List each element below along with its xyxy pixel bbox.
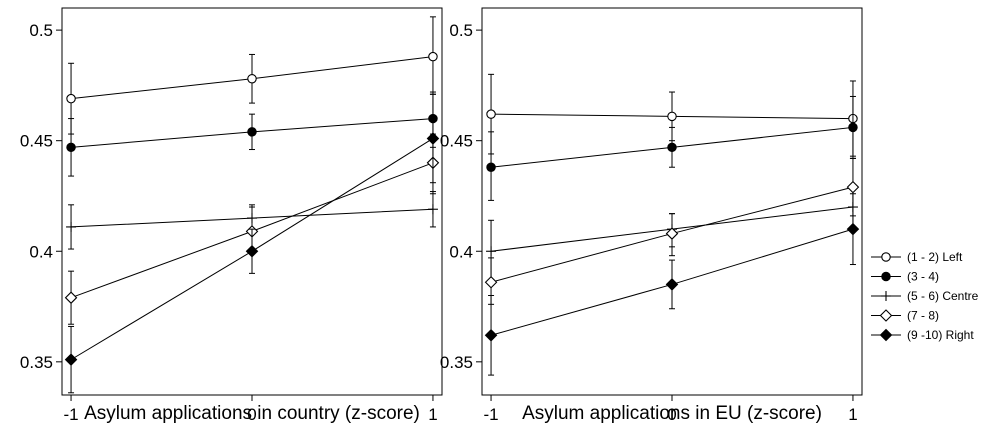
data-point [665,278,679,291]
data-point [846,180,860,194]
y-tick-label: 0.45 [440,132,473,151]
data-point [66,93,76,104]
series-5 [484,193,860,376]
data-point [484,329,498,342]
data-point [66,221,77,232]
legend-label: (3 - 4) [907,270,939,284]
y-tick-label: 0.35 [440,353,473,372]
data-point [486,109,496,119]
legend-marker [881,271,891,282]
data-point [486,246,497,257]
x-tick-label: -1 [63,405,78,424]
legend-label: (7 - 8) [907,309,939,323]
legend-marker [879,309,893,322]
x-tick-label: -1 [483,405,498,424]
chart-panel-2: 0.35 0.4 0.45 0.5 -1 0 1 Asylum applications in… [440,7,863,424]
y-tick-label: 0.45 [20,132,53,151]
y-tick-label: 0.5 [29,21,53,40]
legend-item: (5 - 6) Centre [871,289,979,303]
chart-panel-1: 0.35 0.4 0.45 0.5 -1 0 1 Asylum applications in… [20,7,443,424]
data-point [428,51,438,62]
series-4 [484,157,860,305]
data-point [64,353,78,366]
y-tick-label: 0.5 [449,21,473,40]
data-point [484,275,498,289]
data-point [247,127,257,137]
x-tick-label: 1 [848,405,857,424]
data-point [245,244,259,258]
y-tick-label: 0.4 [29,242,53,261]
data-point [486,162,496,172]
legend: (1 - 2) Left (3 - 4) (5 - 6) Centre (7 - 8)… [871,250,979,342]
data-point [848,122,858,133]
data-point [667,142,677,153]
series-5 [64,93,440,394]
legend-item: (9 -10) Right [871,328,974,342]
legend-marker [879,328,893,342]
x-axis-title: Asylum applications in country (z-score) [84,403,420,424]
data-point [667,111,677,122]
plot-frame [481,7,863,396]
data-point [426,132,440,145]
x-tick-label: 1 [428,405,437,424]
y-tick-label: 0.35 [20,353,53,372]
y-tick-label: 0.4 [449,242,473,261]
data-point [665,227,679,240]
data-point [846,222,860,236]
legend-marker [881,291,891,301]
data-point [64,291,78,304]
data-point [247,74,257,84]
legend-item: (1 - 2) Left [871,250,963,264]
legend-item: (7 - 8) [871,309,939,323]
series-2 [486,95,858,201]
legend-item: (3 - 4) [871,270,939,284]
x-axis-title: Asylum applications in EU (z-score) [522,403,822,424]
data-point [427,204,438,215]
series-2 [66,91,438,177]
data-point [66,142,76,153]
x-tick-label: 0 [247,405,256,424]
legend-label: (9 -10) Right [907,328,974,342]
x-tick-label: 0 [667,405,676,424]
legend-label: (1 - 2) Left [907,250,963,264]
legend-label: (5 - 6) Centre [907,289,979,303]
legend-marker [881,252,891,262]
